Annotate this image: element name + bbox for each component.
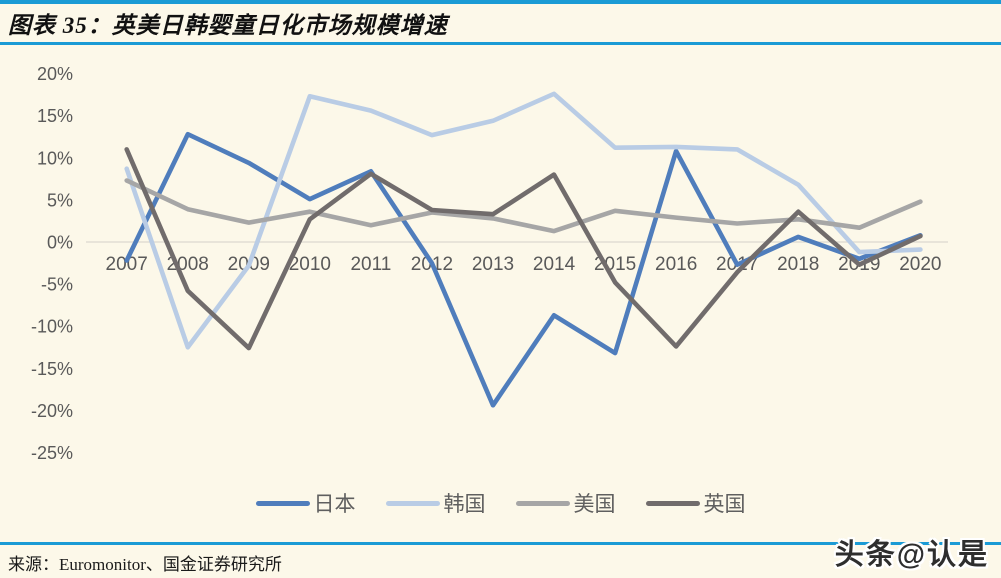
y-axis-tick-label: 15% [37,106,73,126]
legend-label-usa: 美国 [573,492,616,516]
y-axis-tick-label: -25% [31,443,73,463]
source-note: 来源：Euromonitor、国金证券研究所 [8,555,282,574]
x-axis-year-label: 2020 [899,254,941,275]
legend: 日本 韩国 美国 英国 [0,488,1001,518]
legend-item-usa: 美国 [515,488,616,518]
top-blue-rule [0,0,1001,4]
legend-swatch-usa [515,500,570,506]
x-axis-year-label: 2016 [655,254,697,275]
legend-swatch-uk [645,500,700,506]
y-axis-tick-label: 0% [47,233,73,253]
y-axis-tick-label: -20% [31,401,73,421]
y-axis-tick-label: -5% [41,275,73,295]
x-axis-year-label: 2007 [106,254,148,275]
x-axis-year-label: 2011 [350,254,391,275]
legend-label-korea: 韩国 [443,492,486,516]
x-axis-year-label: 2018 [777,254,819,275]
legend-swatch-korea [385,500,440,506]
chart-title: 图表 35：英美日韩婴童日化市场规模增速 [8,13,448,38]
legend-label-japan: 日本 [313,492,356,516]
y-axis-tick-label: -10% [31,317,73,337]
y-axis-tick-label: -15% [31,359,73,379]
series-line-uk [124,147,923,351]
legend-item-korea: 韩国 [385,488,486,518]
watermark: 头条@认是 [834,539,989,571]
x-axis-year-label: 2013 [472,254,514,275]
line-chart: 20%15%10%5%0%-5%-10%-15%-20%-25%2007 2008… [31,64,948,463]
legend-item-uk: 英国 [645,488,746,518]
series-line-japan [124,131,923,408]
legend-swatch-japan [255,500,310,506]
title-underline-rule [0,42,1001,45]
y-axis-tick-label: 10% [37,148,73,168]
y-axis-tick-label: 5% [47,190,73,210]
bottom-blue-rule [0,542,1001,545]
legend-item-japan: 日本 [255,488,356,518]
y-axis-tick-label: 20% [37,64,73,84]
legend-label-uk: 英国 [703,492,746,516]
x-axis-year-label: 2014 [533,254,576,275]
x-axis-year-label: 2010 [289,254,331,275]
series-line-korea [124,91,923,350]
